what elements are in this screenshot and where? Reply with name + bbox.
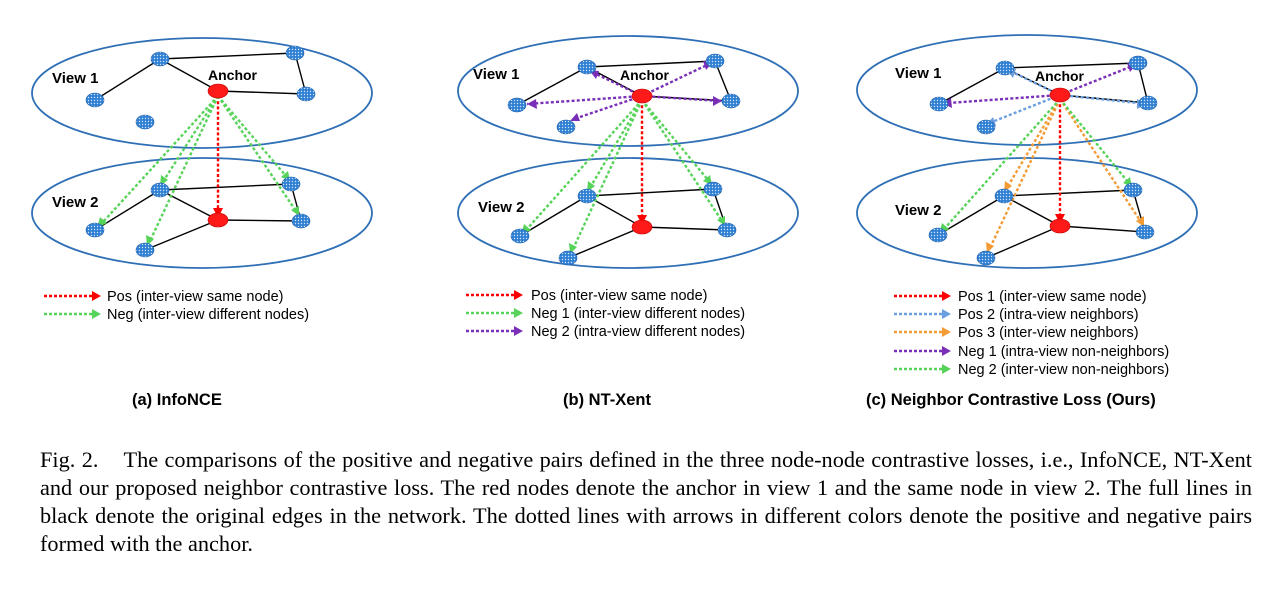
view2-ellipse	[31, 157, 373, 269]
legend-item: Pos 1 (inter-view same node)	[958, 289, 1147, 305]
legend: Pos (inter-view same node) Neg 1 (inter-…	[466, 288, 745, 340]
anchor-label: Anchor	[208, 67, 258, 83]
view1-ellipse	[856, 34, 1198, 146]
panel-a: View 1 View 2 Anchor	[31, 37, 373, 409]
legend-item: Pos 2 (intra-view neighbors)	[958, 307, 1139, 323]
panel-c: View 1 View 2 Anchor	[856, 34, 1198, 409]
view1-label: View 1	[895, 65, 941, 82]
view1-label: View 1	[52, 70, 98, 87]
subcaption: (c) Neighbor Contrastive Loss (Ours)	[866, 391, 1156, 409]
legend-item: Pos 3 (inter-view neighbors)	[958, 325, 1139, 341]
contrast-arrows	[944, 65, 1143, 249]
legend-item: Neg 1 (inter-view different nodes)	[531, 306, 745, 322]
legend-item: Neg 2 (intra-view different nodes)	[531, 324, 745, 340]
nodes	[507, 53, 741, 266]
view2-ellipse	[457, 157, 799, 269]
view2-label: View 2	[895, 202, 941, 219]
graph-edges	[94, 52, 307, 251]
figure: View 1 View 2 Anchor	[31, 34, 1198, 409]
legend-item: Neg (inter-view different nodes)	[107, 307, 309, 323]
view1-ellipse	[31, 37, 373, 149]
view1-label: View 1	[473, 66, 519, 83]
contrast-arrows	[102, 95, 297, 242]
view2-label: View 2	[52, 194, 98, 211]
view2-ellipse	[856, 157, 1198, 269]
figure-caption: Fig. 2. The comparisons of the positive …	[40, 447, 1258, 556]
legend-item: Pos (inter-view same node)	[531, 288, 708, 304]
legend-item: Pos (inter-view same node)	[107, 289, 284, 305]
legend: Pos (inter-view same node) Neg (inter-vi…	[44, 289, 309, 323]
panel-b: View 1 View 2 Anchor	[457, 35, 799, 409]
legend-item: Neg 2 (inter-view non-neighbors)	[958, 362, 1169, 378]
nodes	[85, 45, 316, 258]
subcaption: (b) NT-Xent	[563, 391, 651, 409]
anchor-label: Anchor	[620, 67, 670, 83]
legend-item: Neg 1 (intra-view non-neighbors)	[958, 344, 1169, 360]
legend: Pos 1 (inter-view same node) Pos 2 (intr…	[894, 289, 1169, 378]
view1-ellipse	[457, 35, 799, 147]
anchor-label: Anchor	[1035, 68, 1085, 84]
arrowheads	[97, 171, 299, 246]
subcaption: (a) InfoNCE	[132, 391, 222, 409]
graph-edges	[516, 60, 732, 259]
contrast-arrows	[526, 63, 724, 250]
nodes	[928, 55, 1158, 266]
view2-label: View 2	[478, 199, 524, 216]
